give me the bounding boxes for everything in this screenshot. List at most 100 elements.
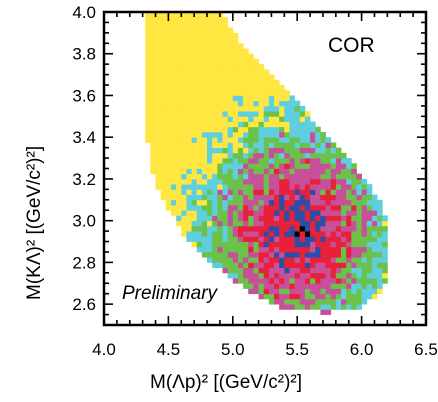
y-tick-label: 2.6 — [72, 295, 96, 314]
heatmap-cell — [191, 142, 198, 149]
heatmap-cell — [356, 236, 362, 242]
heatmap-cell — [340, 163, 347, 169]
heatmap-cell — [253, 105, 259, 112]
heatmap-cell — [299, 111, 306, 117]
heatmap-cell — [361, 236, 368, 242]
heatmap-cell — [279, 189, 285, 195]
heatmap-cell — [201, 178, 208, 185]
heatmap-cell — [212, 163, 218, 169]
heatmap-cell — [284, 246, 290, 253]
heatmap-cell — [366, 257, 373, 263]
heatmap-cell — [310, 283, 316, 289]
heatmap-cell — [299, 251, 306, 258]
heatmap-cell — [258, 184, 265, 190]
heatmap-cell — [237, 53, 244, 60]
heatmap-cell — [207, 85, 213, 91]
heatmap-cell — [253, 158, 259, 164]
heatmap-cell — [284, 178, 290, 185]
heatmap-cell — [181, 111, 187, 117]
heatmap-cell — [232, 173, 239, 180]
heatmap-cell — [176, 184, 182, 190]
heatmap-cell — [232, 38, 239, 44]
heatmap-cell — [212, 131, 218, 138]
heatmap-cell — [340, 215, 347, 222]
heatmap-cell — [382, 215, 388, 222]
heatmap-cell — [237, 231, 244, 237]
heatmap-cell — [150, 17, 156, 23]
heatmap-cell — [268, 168, 275, 175]
heatmap-cell — [274, 225, 280, 232]
heatmap-cell — [335, 251, 342, 258]
heatmap-cell — [160, 126, 167, 133]
heatmap-cell — [196, 189, 203, 195]
heatmap-cell — [181, 38, 187, 44]
heatmap-cell — [155, 105, 162, 112]
heatmap-cell — [176, 194, 182, 201]
heatmap-cell — [320, 225, 326, 232]
heatmap-cell — [304, 215, 311, 222]
heatmap-cell — [325, 236, 332, 242]
heatmap-cell — [222, 38, 229, 44]
heatmap-cell — [207, 111, 213, 117]
heatmap-cell — [299, 205, 306, 211]
heatmap-cell — [232, 241, 239, 248]
heatmap-cell — [268, 194, 275, 201]
heatmap-cell — [176, 100, 182, 107]
heatmap-cell — [320, 251, 326, 258]
heatmap-cell — [320, 178, 326, 185]
heatmap-cell — [222, 126, 229, 133]
heatmap-cell — [325, 309, 332, 315]
heatmap-cell — [181, 163, 187, 169]
heatmap-cell — [150, 64, 156, 70]
heatmap-cell — [294, 225, 301, 232]
heatmap-cell — [217, 251, 223, 258]
heatmap-cell — [243, 231, 249, 237]
heatmap-cell — [268, 262, 275, 269]
heatmap-cell — [145, 69, 151, 75]
heatmap-cell — [320, 205, 326, 211]
heatmap-cell — [346, 220, 352, 227]
heatmap-cell — [196, 137, 203, 143]
heatmap-cell — [330, 199, 337, 206]
heatmap-cell — [356, 220, 362, 227]
heatmap-cell — [181, 189, 187, 195]
heatmap-cell — [274, 137, 280, 143]
heatmap-cell — [212, 178, 218, 185]
heatmap-cell — [294, 121, 301, 128]
heatmap-cell — [176, 168, 182, 175]
heatmap-cell — [274, 147, 280, 154]
heatmap-cell — [150, 58, 156, 65]
heatmap-cell — [201, 205, 208, 211]
heatmap-cell — [181, 22, 187, 29]
heatmap-cell — [170, 158, 177, 164]
heatmap-cell — [232, 147, 239, 154]
heatmap-cell — [191, 69, 198, 75]
heatmap-cell — [320, 173, 326, 180]
heatmap-cell — [237, 194, 244, 201]
heatmap-cell — [304, 152, 311, 159]
heatmap-cell — [227, 158, 234, 164]
heatmap-cell — [294, 194, 301, 201]
heatmap-cell — [258, 189, 265, 195]
heatmap-cell — [366, 184, 373, 190]
heatmap-cell — [330, 251, 337, 258]
heatmap-cell — [207, 158, 213, 164]
heatmap-cell — [320, 267, 326, 274]
heatmap-cell — [217, 241, 223, 248]
heatmap-cell — [222, 111, 229, 117]
heatmap-cell — [268, 278, 275, 284]
heatmap-cell — [207, 90, 213, 96]
heatmap-cell — [335, 158, 342, 164]
heatmap-cell — [299, 116, 306, 122]
heatmap-cell — [361, 241, 368, 248]
heatmap-cell — [243, 220, 249, 227]
heatmap-cell — [212, 220, 218, 227]
heatmap-cell — [217, 158, 223, 164]
heatmap-cell — [299, 189, 306, 195]
heatmap-cell — [196, 74, 203, 81]
heatmap-cell — [150, 137, 156, 143]
heatmap-cell — [217, 64, 223, 70]
heatmap-cell — [315, 137, 321, 143]
heatmap-cell — [299, 293, 306, 300]
heatmap-cell — [366, 246, 373, 253]
